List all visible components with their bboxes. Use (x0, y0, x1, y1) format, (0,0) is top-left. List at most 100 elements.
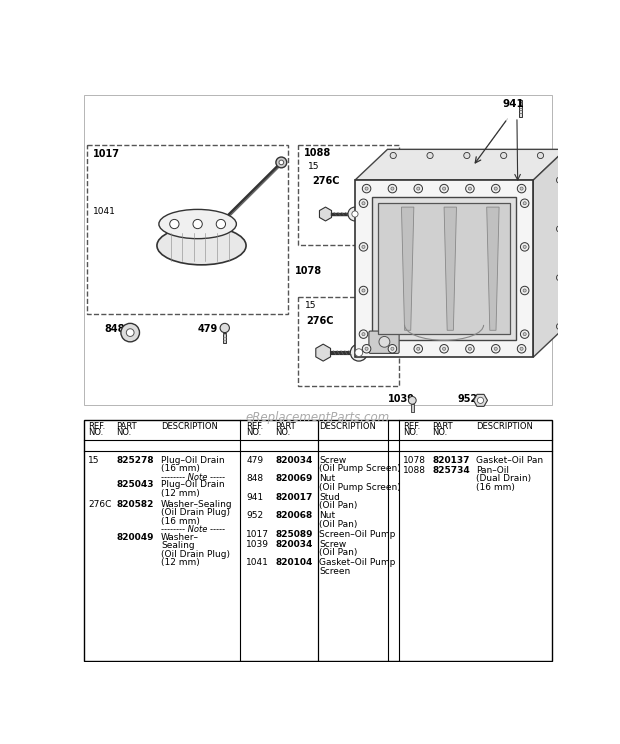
Circle shape (520, 347, 523, 350)
Circle shape (362, 246, 365, 248)
Circle shape (464, 153, 470, 158)
Text: 848: 848 (105, 324, 125, 334)
Text: REF.: REF. (88, 422, 105, 431)
Text: 479: 479 (247, 456, 264, 465)
Text: (Oil Pump Screen): (Oil Pump Screen) (319, 483, 401, 492)
Text: DESCRIPTION: DESCRIPTION (161, 422, 218, 431)
Text: 820582: 820582 (117, 500, 154, 509)
Text: PART: PART (275, 422, 296, 431)
Bar (84, 420, 552, 661)
Circle shape (359, 243, 368, 251)
Text: 276C: 276C (306, 315, 334, 326)
Text: 1041: 1041 (247, 558, 269, 567)
Polygon shape (487, 207, 499, 330)
Circle shape (362, 185, 371, 193)
Circle shape (466, 185, 474, 193)
Text: 820017: 820017 (275, 493, 312, 501)
FancyBboxPatch shape (301, 300, 320, 312)
Circle shape (391, 347, 394, 350)
Circle shape (440, 344, 448, 353)
Circle shape (359, 199, 368, 208)
Circle shape (443, 187, 446, 190)
Bar (378, 203, 510, 334)
Circle shape (468, 347, 471, 350)
Text: (12 mm): (12 mm) (161, 558, 200, 567)
Circle shape (517, 185, 526, 193)
Text: 1017: 1017 (247, 530, 270, 539)
Text: (Oil Drain Plug): (Oil Drain Plug) (161, 550, 230, 559)
Circle shape (170, 219, 179, 228)
Text: 941: 941 (247, 493, 264, 501)
Text: 1088: 1088 (403, 466, 426, 475)
Circle shape (494, 187, 497, 190)
Text: (16 mm): (16 mm) (161, 464, 200, 473)
Circle shape (379, 336, 390, 347)
Polygon shape (316, 344, 330, 361)
Circle shape (126, 329, 134, 336)
Text: 820049: 820049 (117, 533, 154, 542)
Text: (Dual Drain): (Dual Drain) (476, 474, 531, 484)
Circle shape (556, 275, 563, 280)
Circle shape (500, 153, 507, 158)
Text: Pan–Oil: Pan–Oil (476, 466, 509, 475)
Text: 825089: 825089 (275, 530, 312, 539)
Text: 15: 15 (308, 162, 319, 171)
Circle shape (388, 185, 397, 193)
Circle shape (440, 185, 448, 193)
Circle shape (520, 187, 523, 190)
Circle shape (492, 185, 500, 193)
Polygon shape (533, 150, 565, 357)
Bar (84, 95, 552, 405)
Circle shape (352, 211, 358, 217)
Circle shape (362, 202, 365, 205)
Circle shape (417, 347, 420, 350)
Text: 1088: 1088 (304, 148, 331, 158)
Circle shape (520, 199, 529, 208)
Text: NO.: NO. (403, 428, 418, 437)
Circle shape (517, 344, 526, 353)
Text: 825278: 825278 (117, 456, 154, 465)
Bar (520, 100, 522, 117)
Circle shape (276, 157, 287, 168)
Text: 952: 952 (458, 394, 477, 404)
Text: 820137: 820137 (433, 456, 470, 465)
FancyBboxPatch shape (300, 147, 339, 159)
Circle shape (391, 187, 394, 190)
Text: Screw: Screw (319, 456, 347, 465)
Circle shape (556, 177, 563, 183)
Text: NO.: NO. (247, 428, 262, 437)
Text: REF.: REF. (403, 422, 420, 431)
Ellipse shape (159, 209, 236, 239)
Text: Washer–: Washer– (161, 533, 199, 542)
Text: Screen–Oil Pump: Screen–Oil Pump (319, 530, 396, 539)
Circle shape (523, 202, 526, 205)
Text: NO.: NO. (117, 428, 131, 437)
Circle shape (220, 324, 229, 333)
Text: (16 mm): (16 mm) (476, 483, 515, 492)
Text: DESCRIPTION: DESCRIPTION (476, 422, 533, 431)
Text: Nut: Nut (319, 474, 335, 484)
Text: Gasket–Oil Pan: Gasket–Oil Pan (476, 456, 543, 465)
Text: Nut: Nut (319, 511, 335, 520)
Circle shape (362, 333, 365, 336)
Bar (410, 404, 414, 412)
Text: 1078: 1078 (294, 266, 322, 276)
Circle shape (556, 226, 563, 232)
Text: 820068: 820068 (275, 511, 312, 520)
Text: 1041: 1041 (93, 207, 116, 216)
Circle shape (468, 187, 471, 190)
Bar (298, 145, 399, 245)
Bar (87, 145, 288, 314)
Text: 15: 15 (306, 301, 317, 310)
Text: Washer–Sealing: Washer–Sealing (161, 500, 233, 509)
Circle shape (520, 286, 529, 295)
Text: -------- Note -----: -------- Note ----- (161, 525, 225, 534)
Circle shape (193, 219, 202, 228)
Text: 825734: 825734 (433, 466, 470, 475)
Circle shape (355, 349, 363, 356)
Circle shape (121, 324, 140, 341)
Text: 848: 848 (247, 474, 264, 484)
Circle shape (523, 333, 526, 336)
Text: eReplacementParts.com: eReplacementParts.com (246, 411, 390, 424)
Circle shape (492, 344, 500, 353)
